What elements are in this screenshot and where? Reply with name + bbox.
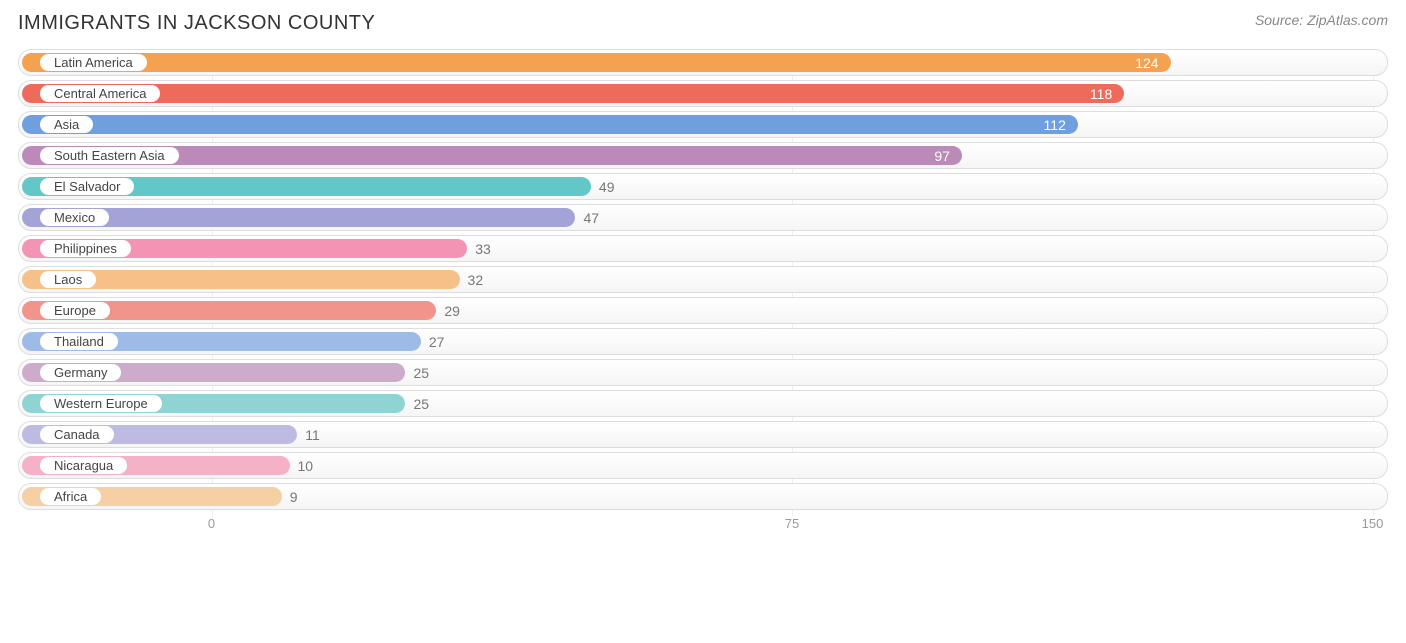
bar-track: El Salvador 49	[18, 173, 1388, 200]
axis-tick: 0	[208, 516, 215, 531]
category-pill: Nicaragua	[39, 456, 128, 475]
bar-value-label: 32	[468, 267, 484, 292]
category-pill: Laos	[39, 270, 97, 289]
category-pill: Thailand	[39, 332, 119, 351]
category-pill: Mexico	[39, 208, 110, 227]
bar-value-label: 112	[1044, 112, 1066, 137]
bar-track: Europe 29	[18, 297, 1388, 324]
bar-value-label: 49	[599, 174, 615, 199]
chart-title: IMMIGRANTS IN JACKSON COUNTY	[18, 12, 375, 35]
bar-value-label: 11	[305, 422, 320, 447]
bar-track: Canada 11	[18, 421, 1388, 448]
bar-track: Philippines 33	[18, 235, 1388, 262]
bar-track: Africa 9	[18, 483, 1388, 510]
bar-fill	[22, 115, 1078, 134]
bar-value-label: 9	[290, 484, 298, 509]
category-pill: Asia	[39, 115, 94, 134]
bar-value-label: 25	[413, 391, 429, 416]
chart-header: IMMIGRANTS IN JACKSON COUNTY Source: Zip…	[18, 12, 1388, 35]
bar-track: Laos 32	[18, 266, 1388, 293]
bar-track: Central America 118	[18, 80, 1388, 107]
category-pill: Europe	[39, 301, 111, 320]
bar-track: Thailand 27	[18, 328, 1388, 355]
source-prefix: Source:	[1255, 12, 1307, 28]
bar-track: South Eastern Asia 97	[18, 142, 1388, 169]
bar-value-label: 47	[583, 205, 599, 230]
bar-value-label: 27	[429, 329, 445, 354]
category-pill: Germany	[39, 363, 122, 382]
bar-value-label: 10	[298, 453, 314, 478]
category-pill: El Salvador	[39, 177, 135, 196]
bar-value-label: 118	[1090, 81, 1112, 106]
bar-value-label: 29	[444, 298, 460, 323]
x-axis: 0 75 150	[18, 516, 1388, 540]
bar-fill	[22, 84, 1124, 103]
bar-value-label: 124	[1135, 50, 1158, 75]
category-pill: Central America	[39, 84, 161, 103]
axis-tick: 150	[1362, 516, 1384, 531]
chart-area: Latin America 124 Central America 118 Asia 11…	[18, 49, 1388, 540]
bar-value-label: 97	[934, 143, 950, 168]
category-pill: South Eastern Asia	[39, 146, 180, 165]
bar-track: Latin America 124	[18, 49, 1388, 76]
bar-list: Latin America 124 Central America 118 Asia 11…	[18, 49, 1388, 510]
bar-fill	[22, 53, 1171, 72]
category-pill: Western Europe	[39, 394, 163, 413]
bar-track: Western Europe 25	[18, 390, 1388, 417]
bar-track: Germany 25	[18, 359, 1388, 386]
bar-track: Mexico 47	[18, 204, 1388, 231]
category-pill: Philippines	[39, 239, 132, 258]
axis-tick: 75	[785, 516, 799, 531]
chart-source: Source: ZipAtlas.com	[1255, 12, 1388, 28]
bar-value-label: 25	[413, 360, 429, 385]
bar-track: Asia 112	[18, 111, 1388, 138]
category-pill: Africa	[39, 487, 102, 506]
bar-track: Nicaragua 10	[18, 452, 1388, 479]
source-name: ZipAtlas.com	[1307, 12, 1388, 28]
category-pill: Canada	[39, 425, 115, 444]
category-pill: Latin America	[39, 53, 148, 72]
bar-value-label: 33	[475, 236, 491, 261]
